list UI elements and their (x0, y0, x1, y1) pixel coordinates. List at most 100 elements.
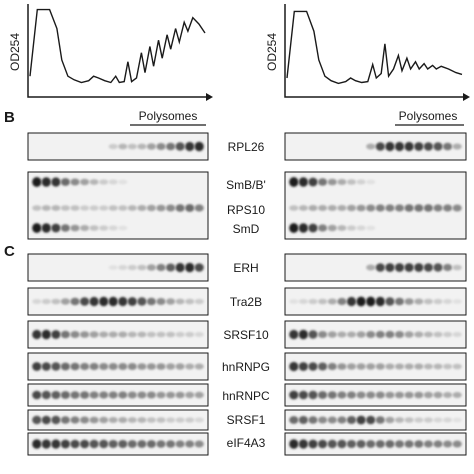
blot-band (156, 143, 166, 150)
blot-band (346, 331, 357, 338)
protein-label: RPS10 (227, 203, 265, 217)
blot-band (356, 204, 366, 212)
blot-band (433, 331, 443, 338)
blot-band (375, 391, 385, 399)
blot-band (166, 331, 176, 338)
blot-band (452, 440, 462, 448)
blot-band (70, 178, 80, 186)
protein-label: ERH (233, 261, 258, 275)
panel-label-c: C (4, 243, 15, 260)
blot-band (127, 417, 137, 423)
blot-band (346, 225, 357, 231)
blot-band (443, 392, 453, 398)
blot-band (118, 205, 128, 211)
blot-band (337, 331, 347, 338)
blot-band (404, 417, 414, 423)
blot-band (433, 204, 443, 212)
blot-band (175, 440, 185, 448)
blot-band (185, 363, 195, 370)
blot-band (185, 204, 195, 212)
blot-band (99, 416, 109, 424)
blot-band (308, 416, 318, 424)
blot-band (118, 440, 128, 448)
profile-right-ylabel: OD254 (265, 33, 279, 71)
blot-band (346, 416, 357, 424)
blot-band (289, 329, 299, 340)
blot-band (118, 296, 128, 307)
blot-band (385, 330, 395, 339)
blot-band (443, 142, 453, 151)
blot-band (366, 391, 376, 399)
blot-band (327, 391, 337, 399)
blot-band (318, 362, 328, 371)
blot-band (185, 141, 195, 152)
blot-band (70, 224, 80, 232)
blot-band (60, 178, 70, 186)
blot-band (70, 205, 80, 211)
blot-band (308, 177, 318, 187)
blot-band (80, 225, 90, 231)
blot-band (108, 225, 118, 231)
blot-band (414, 204, 424, 212)
blot-band (146, 391, 156, 399)
blot-band (404, 298, 414, 305)
blot-band (443, 417, 453, 423)
blot-band (366, 415, 376, 425)
blot-band (394, 263, 405, 272)
blot-band (194, 263, 204, 272)
blot-band (346, 363, 357, 370)
blot-band (327, 416, 337, 424)
blot-band (394, 440, 405, 448)
blot-band (175, 262, 185, 273)
blot-band (366, 225, 376, 231)
blot-box-right (284, 432, 467, 456)
blot-band (375, 363, 385, 370)
blot-band (289, 439, 299, 449)
blot-box-left (27, 409, 209, 431)
blot-band (346, 440, 357, 448)
blot-band (423, 142, 433, 151)
blot-band (289, 205, 299, 211)
blot-band (308, 330, 318, 339)
blot-band (394, 297, 405, 306)
blot-band (327, 178, 337, 186)
blot-band (60, 439, 70, 449)
blot-band (414, 391, 424, 399)
blot-band (346, 204, 357, 212)
blot-band (394, 331, 405, 338)
blot-band (318, 391, 328, 399)
blot-band (375, 416, 385, 424)
blot-band (89, 225, 99, 231)
blot-band (185, 391, 195, 399)
blot-band (318, 205, 328, 211)
blot-band (298, 329, 308, 340)
blot-band (404, 363, 414, 370)
blot-band (337, 205, 347, 211)
blot-band (175, 142, 185, 151)
blot-band (185, 262, 195, 273)
blot-box-right (284, 383, 467, 407)
protein-label: SRSF10 (223, 328, 269, 342)
blot-band (175, 363, 185, 370)
profile-right-axis-arrow (463, 93, 470, 101)
blot-band (433, 391, 443, 399)
blot-band (32, 439, 42, 449)
blot-band (289, 361, 299, 372)
blot-band (327, 298, 337, 305)
blot-band (194, 204, 204, 212)
blot-band (298, 299, 308, 304)
blot-band (156, 440, 166, 448)
blot-band (108, 417, 118, 423)
blot-band (308, 298, 318, 305)
blot-band (32, 177, 42, 187)
blot-band (127, 297, 137, 306)
blot-band (60, 205, 70, 211)
blot-band (414, 440, 424, 448)
blot-band (289, 223, 299, 233)
blot-band (433, 142, 443, 151)
blot-band (175, 331, 185, 338)
profile-right-trace (286, 10, 463, 85)
blot-band (70, 297, 80, 306)
blot-band (289, 177, 299, 187)
